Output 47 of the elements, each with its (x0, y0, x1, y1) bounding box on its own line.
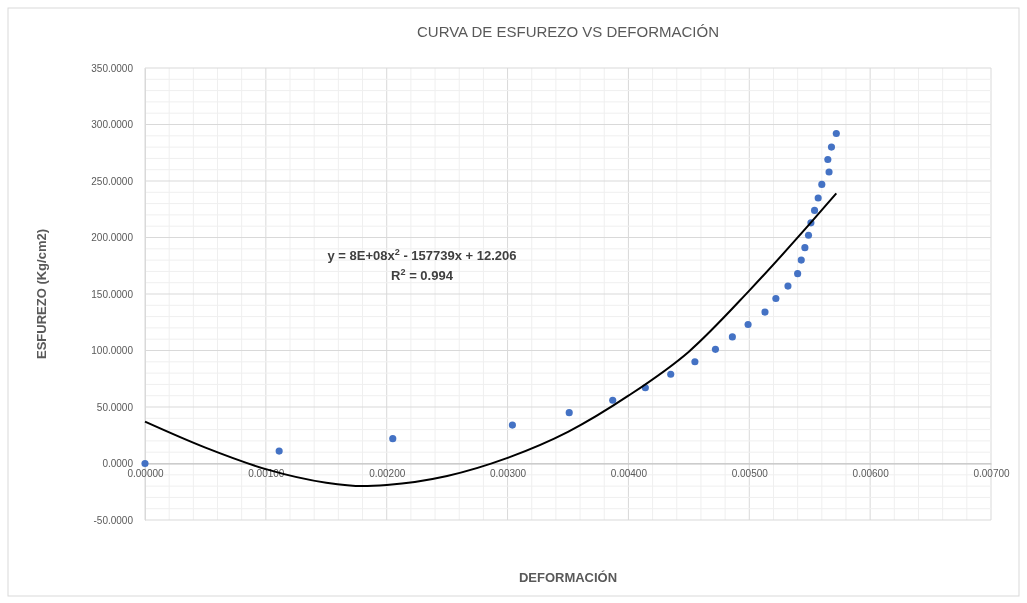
point (818, 180, 826, 188)
y-tick-label: 200.0000 (91, 232, 134, 244)
annotation: R$^{2}$ = 0.994 (391, 267, 454, 283)
point (772, 294, 780, 303)
chart-title: CURVA DE ESFUREZO VS DEFORMACIÓN (417, 23, 719, 40)
x-tick-label: 0.00700 (973, 467, 1011, 479)
x-tick-label: 0.00100 (248, 467, 285, 479)
point (609, 396, 617, 404)
y-tick-label: 0.0000 (102, 458, 134, 470)
point (784, 282, 792, 290)
y-tick-label: -50.0000 (93, 514, 134, 526)
point (691, 358, 699, 366)
point (801, 244, 809, 252)
y-tick-label: 250.0000 (91, 175, 134, 187)
point (761, 308, 769, 316)
point (508, 421, 516, 429)
x-axis-title: DEFORMACIÓN (518, 570, 618, 585)
y-tick-label: 50.0000 (96, 401, 134, 413)
point (804, 231, 813, 239)
point (814, 194, 822, 202)
point (744, 320, 752, 329)
point (794, 270, 802, 278)
point (797, 256, 805, 264)
point (728, 333, 736, 341)
x-tick-label: 0.00200 (369, 467, 406, 479)
y-tick-label: 300.0000 (91, 119, 134, 131)
x-tick-label: 0.00400 (610, 467, 648, 479)
point (810, 206, 819, 214)
y-tick-label: 150.0000 (91, 288, 134, 300)
x-tick-label: 0.00600 (852, 467, 890, 479)
point (667, 370, 675, 378)
x-tick-label: 0.00500 (731, 467, 769, 479)
point (711, 345, 720, 353)
annotation: y = 8E+08x$^{2}$ - 157739x + 12.206 (327, 247, 517, 263)
x-tick-label: 0.00000 (127, 467, 165, 479)
point (827, 143, 836, 151)
point (565, 409, 573, 417)
point (832, 129, 840, 138)
point (824, 155, 832, 164)
point (141, 459, 149, 468)
point (275, 447, 283, 455)
x-tick-label: 0.00300 (489, 467, 527, 479)
y-axis-title: ESFUREZO (Kg/cm2) (34, 228, 49, 360)
y-tick-label: 100.0000 (91, 345, 134, 357)
point (825, 168, 833, 176)
y-tick-label: 350.0000 (91, 62, 134, 74)
point (389, 435, 397, 443)
